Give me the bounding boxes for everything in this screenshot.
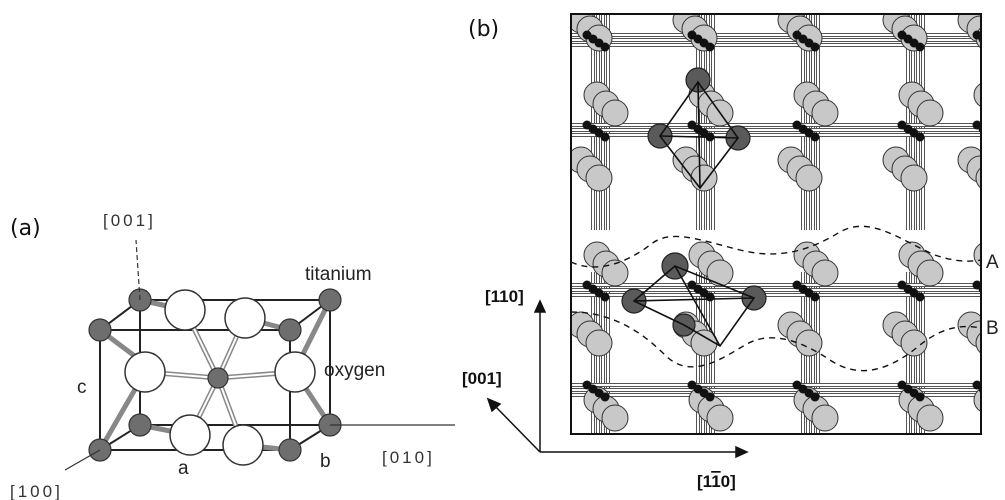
oxygen-atom	[811, 99, 839, 127]
titanium-atom	[991, 393, 1000, 402]
axis-010-label: [010]	[382, 448, 435, 467]
arrow-right-icon	[735, 445, 749, 459]
titanium-atom	[318, 288, 342, 312]
oxygen-atom	[900, 329, 928, 357]
oxygen-atom	[274, 351, 316, 393]
layer-boundaries	[571, 225, 981, 372]
edge-b-label: b	[320, 451, 331, 472]
oxygen-atom	[983, 91, 1005, 117]
titanium-atom	[978, 124, 981, 134]
panel-a: (a)	[10, 211, 455, 500]
titanium-label: titanium	[305, 264, 372, 285]
titanium-atom	[810, 42, 820, 52]
axes-b	[486, 299, 749, 459]
oxygen-atom	[706, 404, 734, 432]
oxygen-atom	[992, 405, 1005, 431]
oxygen-atom	[601, 259, 629, 287]
titanium-atom	[810, 392, 820, 402]
oxygen-atom	[973, 82, 981, 108]
oxygen-atom	[992, 100, 1005, 126]
edge-c-label: c	[77, 377, 87, 398]
arrow-diagonal-icon	[486, 397, 502, 413]
titanium-atom	[705, 292, 715, 302]
oxygen-atom	[973, 387, 981, 413]
titanium-atom	[705, 42, 715, 52]
titanium-atom	[600, 292, 610, 302]
titanium-atom	[705, 392, 715, 402]
oxygen-atom	[795, 329, 823, 357]
titanium-atom	[128, 413, 152, 437]
titanium-atom	[915, 42, 925, 52]
panel-b-frame	[570, 13, 982, 435]
oxygen-atom	[169, 414, 211, 456]
edge-a-label: a	[178, 458, 189, 479]
axis-110-label: [110]	[485, 287, 524, 306]
axis-001-label: [001]	[103, 211, 156, 230]
oxygen-atom	[983, 396, 1005, 422]
titanium-atom	[985, 289, 994, 298]
oxygen-atom	[690, 164, 718, 192]
axis-1m10-label: [110]	[697, 472, 736, 491]
titanium-atom	[978, 284, 981, 294]
titanium-atom	[985, 39, 994, 48]
oxygen-atom	[601, 404, 629, 432]
oxygen-atom	[601, 99, 629, 127]
axis-100-label: [100]	[10, 482, 63, 500]
direction-lines	[64, 239, 455, 471]
oxygen-atom	[975, 167, 981, 189]
oxygen-atom	[975, 332, 981, 354]
oxygen-atoms	[124, 289, 316, 466]
titanium-atom	[600, 42, 610, 52]
oxygen-atom	[164, 289, 206, 331]
titanium-atom	[207, 367, 229, 389]
arrow-up-icon	[533, 299, 547, 313]
oxygen-atom	[916, 99, 944, 127]
titanium-atom	[600, 392, 610, 402]
titanium-atom	[915, 132, 925, 142]
titanium-atom	[978, 384, 981, 394]
oxygen-atom	[916, 404, 944, 432]
titanium-atom	[600, 132, 610, 142]
titanium-atom	[991, 133, 1000, 142]
oxygen-atom	[585, 164, 613, 192]
oxygen-atom	[124, 351, 166, 393]
oxygen-atom	[585, 329, 613, 357]
oxygen-atom	[916, 259, 944, 287]
titanium-atom	[278, 438, 302, 462]
panel-b: (b)	[462, 13, 1005, 491]
layer-A-label: A	[986, 252, 999, 273]
axis-001-label-b: [001]	[462, 369, 502, 388]
titanium-atom	[985, 129, 994, 138]
oxygen-atom	[795, 164, 823, 192]
titanium-atom	[278, 318, 302, 342]
panel-b-label: (b)	[468, 17, 499, 42]
titanium-atom	[810, 132, 820, 142]
oxygen-atom	[811, 404, 839, 432]
octahedra	[632, 80, 756, 348]
titanium-atom	[985, 389, 994, 398]
panel-a-label: (a)	[10, 216, 41, 241]
surface-structure	[571, 14, 1005, 434]
titanium-atom	[88, 318, 112, 342]
oxygen-atom	[222, 424, 264, 466]
titanium-atom	[991, 293, 1000, 302]
oxygen-atom	[900, 164, 928, 192]
oxygen-atom	[690, 329, 718, 357]
oxygen-atom	[811, 259, 839, 287]
oxygen-label: oxygen	[324, 360, 385, 381]
oxygen-atom	[224, 297, 266, 339]
titanium-atom	[810, 292, 820, 302]
titanium-atom	[991, 43, 1000, 52]
titanium-atom	[978, 34, 981, 44]
titanium-atom	[915, 292, 925, 302]
oxygen-atom	[706, 259, 734, 287]
layer-B-label: B	[986, 318, 999, 339]
titanium-atom	[915, 392, 925, 402]
